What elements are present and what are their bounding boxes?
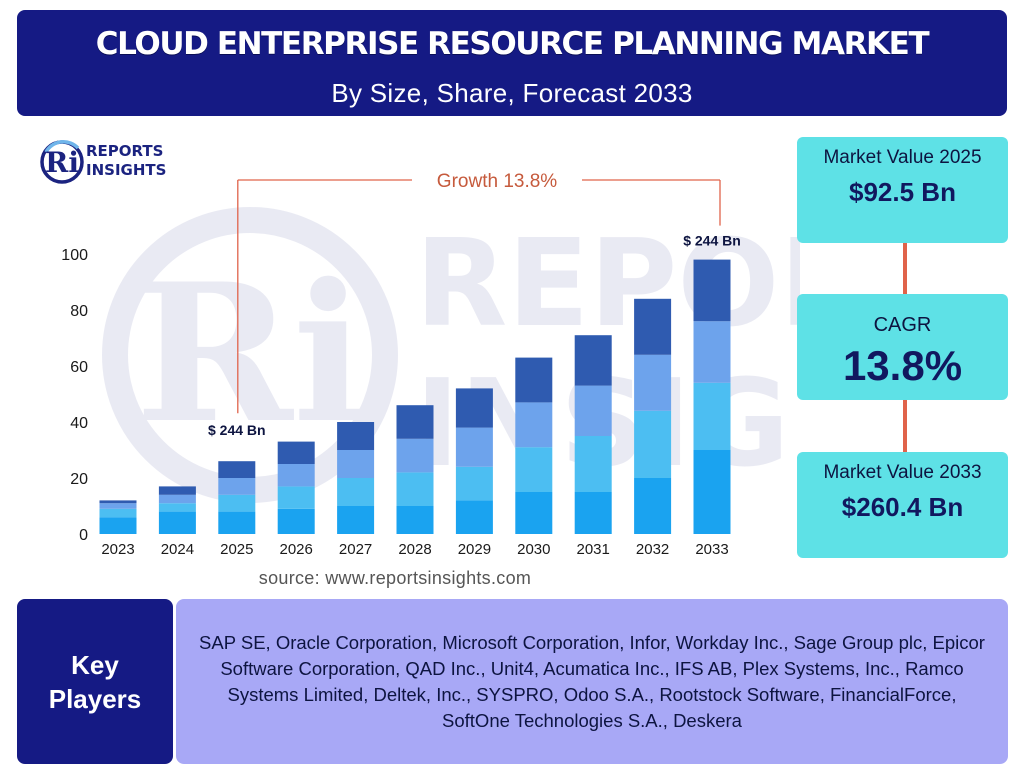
annotation-label-2025: $ 244 Bn [208, 422, 266, 438]
bar-2033-segment-3 [693, 321, 731, 383]
bar-2027-segment-1 [337, 506, 375, 534]
key-players-text: SAP SE, Oracle Corporation, Microsoft Co… [199, 631, 985, 731]
connector-line-bottom [903, 400, 907, 452]
bar-2029-segment-3 [455, 427, 493, 467]
x-tick-label-2024: 2024 [161, 541, 194, 558]
y-tick-label: 60 [70, 359, 88, 376]
growth-label: Growth 13.8% [437, 171, 557, 192]
bar-2031-segment-1 [574, 492, 612, 534]
cagr-value: 13.8% [842, 342, 963, 389]
market-value-2033-label: Market Value 2033 [823, 462, 982, 483]
key-players-label-line2: Players [48, 683, 142, 714]
bar-2025-segment-1 [218, 511, 256, 534]
bar-2031-segment-3 [574, 385, 612, 436]
bar-2028-segment-2 [396, 472, 434, 506]
x-tick-label-2029: 2029 [458, 541, 491, 558]
bar-2030-segment-2 [515, 447, 553, 492]
bar-2024-segment-3 [158, 494, 196, 504]
page-subtitle: By Size, Share, Forecast 2033 [331, 78, 693, 108]
x-tick-label-2027: 2027 [339, 541, 372, 558]
bar-2023-segment-1 [99, 517, 137, 534]
bar-2030-segment-3 [515, 402, 553, 448]
bar-2028-segment-4 [396, 405, 434, 439]
annotation-label-2033: $ 244 Bn [683, 233, 741, 249]
x-tick-label-2025: 2025 [220, 541, 253, 558]
logo-initials: Ri [45, 146, 79, 179]
key-players-label: Key Players [17, 599, 173, 764]
bar-2029-segment-2 [455, 466, 493, 501]
market-value-2025-card: Market Value 2025 $92.5 Bn [797, 137, 1008, 243]
x-tick-label-2031: 2031 [577, 541, 610, 558]
x-tick-label-2032: 2032 [636, 541, 669, 558]
bar-2025-segment-2 [218, 494, 256, 512]
bar-2032-segment-4 [634, 298, 672, 355]
key-players-label-line1: Key [71, 649, 119, 680]
key-players-list: SAP SE, Oracle Corporation, Microsoft Co… [176, 599, 1008, 764]
bar-2029-segment-1 [455, 500, 493, 534]
connector-line-top [903, 243, 907, 294]
bar-2028-segment-1 [396, 506, 434, 534]
logo-line2: INSIGHTS [86, 161, 167, 179]
y-tick-label: 40 [70, 415, 88, 432]
x-tick-label-2030: 2030 [517, 541, 550, 558]
y-tick-label: 80 [70, 303, 88, 320]
x-tick-label-2033: 2033 [695, 541, 728, 558]
bar-2023-segment-3 [99, 503, 137, 509]
brand-logo: Ri [40, 140, 84, 184]
bar-2033-segment-2 [693, 382, 731, 450]
stacked-bar-chart: 0 20 40 60 80 100 2023 2024 2025 2026 2027 2028 2029… [61, 171, 741, 558]
bar-2027-segment-2 [337, 478, 375, 506]
source-caption: source: www.reportsinsights.com [258, 568, 532, 588]
bar-2032-segment-2 [634, 410, 672, 478]
bar-2024-segment-4 [158, 486, 196, 495]
logo-text: REPORTS INSIGHTS [86, 142, 166, 180]
bar-2027-segment-3 [337, 450, 375, 478]
y-tick-label: 0 [79, 527, 88, 544]
market-value-2025-value: $92.5 Bn [849, 177, 956, 207]
bar-2030-segment-1 [515, 492, 553, 534]
bar-2025-segment-4 [218, 461, 256, 478]
y-tick-label: 100 [61, 247, 88, 264]
x-tick-label-2028: 2028 [398, 541, 431, 558]
bar-2027-segment-4 [337, 422, 375, 450]
x-tick-label-2023: 2023 [101, 541, 134, 558]
bar-2025-segment-3 [218, 478, 256, 495]
bar-2024-segment-2 [158, 503, 196, 512]
market-value-2025-label: Market Value 2025 [823, 147, 982, 168]
header-banner: CLOUD ENTERPRISE RESOURCE PLANNING MARKE… [17, 10, 1007, 116]
bar-2029-segment-4 [455, 388, 493, 428]
page-title: CLOUD ENTERPRISE RESOURCE PLANNING MARKE… [95, 26, 930, 62]
bar-2033-segment-1 [693, 450, 731, 534]
bar-2026-segment-2 [277, 486, 315, 509]
bar-2031-segment-2 [574, 436, 612, 492]
bar-2032-segment-3 [634, 354, 672, 411]
bar-2026-segment-3 [277, 464, 315, 487]
bar-2032-segment-1 [634, 478, 672, 534]
cagr-card: CAGR 13.8% [797, 294, 1008, 400]
bar-2031-segment-4 [574, 335, 612, 386]
market-value-2033-card: Market Value 2033 $260.4 Bn [797, 452, 1008, 558]
logo-line1: REPORTS [86, 142, 164, 160]
bar-2023-segment-4 [99, 500, 137, 504]
bar-2023-segment-2 [99, 508, 137, 518]
bar-2026-segment-4 [277, 441, 315, 464]
bar-2030-segment-4 [515, 357, 553, 403]
y-tick-label: 20 [70, 471, 88, 488]
bar-2024-segment-1 [158, 511, 196, 534]
x-tick-label-2026: 2026 [280, 541, 313, 558]
cagr-label: CAGR [873, 314, 932, 336]
bar-2033-segment-4 [693, 259, 731, 322]
bar-2028-segment-3 [396, 438, 434, 473]
market-value-2033-value: $260.4 Bn [841, 492, 964, 522]
bar-2026-segment-1 [277, 508, 315, 534]
